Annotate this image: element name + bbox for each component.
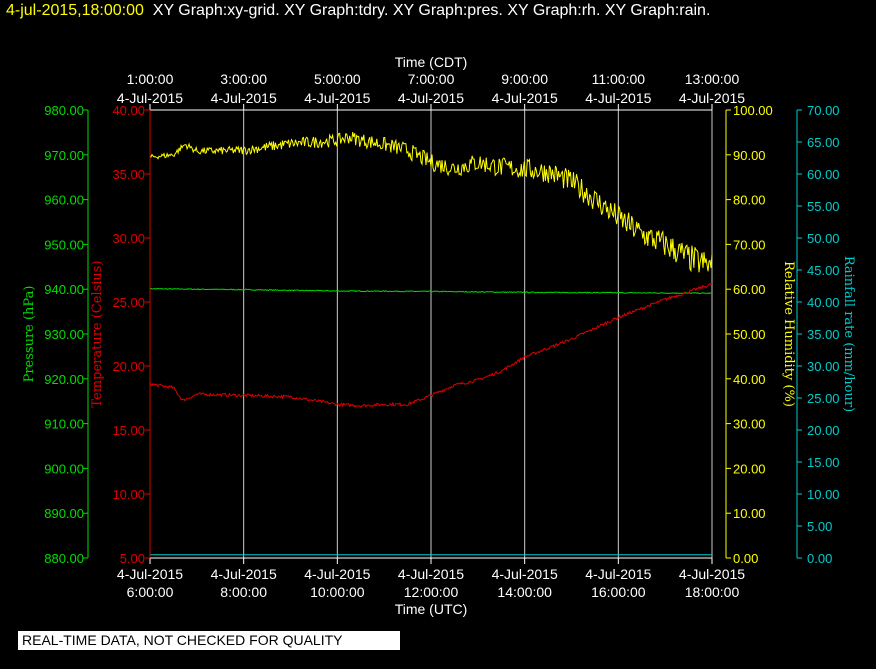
rain-axis-title: Rainfall rate (mm/hour) <box>841 256 856 412</box>
bottom-axis-tick-time: 14:00:00 <box>497 584 552 600</box>
top-axis-tick-date: 4-Jul-2015 <box>211 90 277 106</box>
rain-tick-label: 35.00 <box>807 327 840 342</box>
bottom-axis-tick-date: 4-Jul-2015 <box>585 566 651 582</box>
bottom-axis-tick-time: 10:00:00 <box>310 584 365 600</box>
rh-tick-label: 20.00 <box>733 461 766 476</box>
bottom-axis-tick-time: 18:00:00 <box>685 584 740 600</box>
rain-tick-label: 10.00 <box>807 487 840 502</box>
top-axis-tick-date: 4-Jul-2015 <box>679 90 745 106</box>
bottom-axis-tick-date: 4-Jul-2015 <box>304 566 370 582</box>
temperature-tick-label: 25.00 <box>112 295 145 310</box>
rain-tick-label: 20.00 <box>807 423 840 438</box>
rh-tick-label: 100.00 <box>733 103 773 118</box>
pressure-tick-label: 920.00 <box>44 372 84 387</box>
top-axis-tick-time: 11:00:00 <box>592 71 646 87</box>
rh-tick-label: 40.00 <box>733 372 766 387</box>
pressure-axis-title: Pressure (hPa) <box>22 286 37 383</box>
temperature-tick-label: 35.00 <box>112 167 145 182</box>
top-axis-tick-date: 4-Jul-2015 <box>492 90 558 106</box>
pressure-tick-label: 900.00 <box>44 461 84 476</box>
top-axis-tick-date: 4-Jul-2015 <box>117 90 183 106</box>
bottom-axis-tick-date: 4-Jul-2015 <box>492 566 558 582</box>
top-axis-tick-time: 3:00:00 <box>220 71 267 87</box>
rh-tick-label: 10.00 <box>733 506 766 521</box>
top-axis-tick-date: 4-Jul-2015 <box>304 90 370 106</box>
top-axis-tick-time: 7:00:00 <box>408 71 455 87</box>
header-graph-titles: XY Graph:xy-grid. XY Graph:tdry. XY Grap… <box>152 2 711 19</box>
bottom-axis-tick-time: 8:00:00 <box>220 584 267 600</box>
rain-tick-label: 65.00 <box>807 135 840 150</box>
temperature-tick-label: 5.00 <box>120 551 145 566</box>
rh-tick-label: 60.00 <box>733 282 766 297</box>
header-timestamp: 4-jul-2015,18:00:00 <box>6 2 144 19</box>
rh-tick-label: 50.00 <box>733 327 766 342</box>
top-axis-tick-date: 4-Jul-2015 <box>585 90 651 106</box>
top-axis-tick-time: 1:00:00 <box>127 71 174 87</box>
series-line-pressure <box>149 287 713 295</box>
rh-tick-label: 0.00 <box>733 551 758 566</box>
pressure-tick-label: 880.00 <box>44 551 84 566</box>
bottom-axis-tick-time: 6:00:00 <box>127 584 174 600</box>
rain-tick-label: 5.00 <box>807 519 832 534</box>
axes: Time (CDT) 1:00:00 4-Jul-2015 3:00:00 4-Jul-… <box>22 54 856 617</box>
top-axis-tick-date: 4-Jul-2015 <box>398 90 464 106</box>
top-axis-tick-time: 5:00:00 <box>314 71 361 87</box>
rh-tick-label: 70.00 <box>733 237 766 252</box>
pressure-tick-label: 940.00 <box>44 282 84 297</box>
rh-tick-label: 30.00 <box>733 417 766 432</box>
rain-tick-label: 60.00 <box>807 167 840 182</box>
temperature-tick-label: 30.00 <box>112 231 145 246</box>
bottom-axis-tick-time: 12:00:00 <box>404 584 459 600</box>
pressure-tick-label: 910.00 <box>44 417 84 432</box>
temperature-tick-label: 10.00 <box>112 487 145 502</box>
plot-series <box>149 131 713 556</box>
rain-tick-label: 45.00 <box>807 263 840 278</box>
rain-tick-label: 0.00 <box>807 551 832 566</box>
chart-header: 4-jul-2015,18:00:00 XY Graph:xy-grid. XY… <box>6 2 710 20</box>
bottom-axis-tick-time: 16:00:00 <box>591 584 646 600</box>
rain-tick-label: 25.00 <box>807 391 840 406</box>
rain-tick-label: 15.00 <box>807 455 840 470</box>
rain-tick-label: 30.00 <box>807 359 840 374</box>
grid-lines <box>149 110 713 558</box>
rh-tick-label: 80.00 <box>733 193 766 208</box>
rain-tick-label: 50.00 <box>807 231 840 246</box>
bottom-axis-tick-date: 4-Jul-2015 <box>117 566 183 582</box>
pressure-tick-label: 970.00 <box>44 148 84 163</box>
pressure-tick-label: 930.00 <box>44 327 84 342</box>
pressure-tick-label: 980.00 <box>44 103 84 118</box>
bottom-axis-tick-date: 4-Jul-2015 <box>398 566 464 582</box>
rh-axis-title: Relative Humidity (%) <box>781 261 796 407</box>
top-axis-title: Time (CDT) <box>395 54 468 70</box>
bottom-axis-tick-date: 4-Jul-2015 <box>679 566 745 582</box>
temperature-tick-label: 20.00 <box>112 359 145 374</box>
rain-tick-label: 70.00 <box>807 103 840 118</box>
top-axis-tick-time: 13:00:00 <box>685 71 740 87</box>
temperature-axis-title: Temperature (Celsius) <box>90 260 105 407</box>
pressure-tick-label: 890.00 <box>44 506 84 521</box>
quality-notice: REAL-TIME DATA, NOT CHECKED FOR QUALITY <box>18 631 400 650</box>
top-axis-tick-time: 9:00:00 <box>501 71 548 87</box>
rh-tick-label: 90.00 <box>733 148 766 163</box>
pressure-tick-label: 950.00 <box>44 237 84 252</box>
rain-tick-label: 55.00 <box>807 199 840 214</box>
temperature-tick-label: 40.00 <box>112 103 145 118</box>
series-line-temperature <box>149 282 713 408</box>
rain-tick-label: 40.00 <box>807 295 840 310</box>
pressure-tick-label: 960.00 <box>44 193 84 208</box>
bottom-axis-title: Time (UTC) <box>395 601 468 617</box>
bottom-axis-tick-date: 4-Jul-2015 <box>211 566 277 582</box>
temperature-tick-label: 15.00 <box>112 423 145 438</box>
series-line-rh <box>149 131 713 273</box>
